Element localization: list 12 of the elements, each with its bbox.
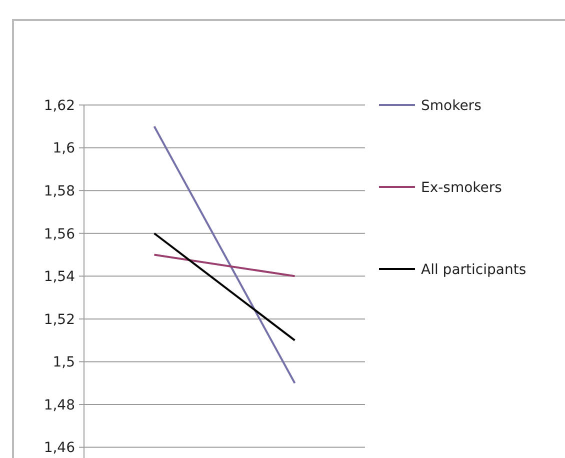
y-tick-label: 1,46: [44, 440, 76, 456]
y-tick-label: 1,48: [44, 397, 75, 414]
y-tick-label: 1,5: [52, 354, 75, 371]
legend-label: All participants: [421, 262, 526, 278]
y-tick-label: 1,6: [52, 140, 76, 157]
y-tick-label: 1,54: [44, 269, 76, 286]
y-tick-label: 1,58: [44, 183, 75, 200]
legend-label: Ex-smokers: [421, 180, 502, 196]
y-tick-label: 1,52: [44, 312, 75, 328]
y-tick-label: 1,62: [44, 98, 75, 114]
legend-label: Smokers: [421, 98, 482, 114]
y-tick-label: 1,56: [44, 226, 76, 242]
